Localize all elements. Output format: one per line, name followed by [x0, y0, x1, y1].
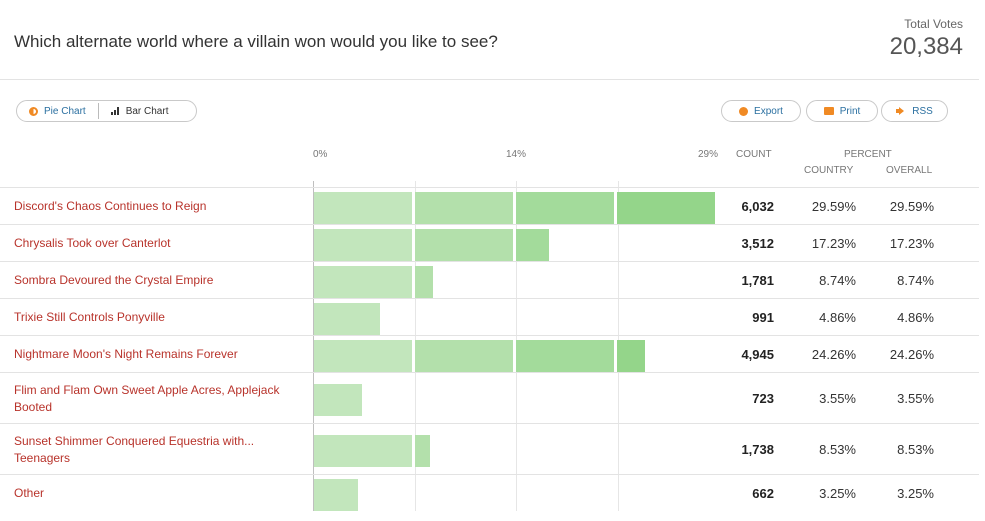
country-column-header: COUNTRY — [804, 165, 854, 176]
count-value: 991 — [752, 310, 774, 325]
chart-view-toggle: Pie Chart Bar Chart — [16, 100, 197, 122]
table-row: Sombra Devoured the Crystal Empire 1,781 8… — [0, 261, 979, 298]
count-value: 4,945 — [741, 347, 774, 362]
count-value: 723 — [752, 391, 774, 406]
bar-segment — [415, 228, 513, 261]
table-row: Discord's Chaos Continues to Reign 6,032 2… — [0, 187, 979, 224]
bar — [314, 265, 436, 298]
table-row: Other 662 3.25% 3.25% — [0, 474, 979, 511]
bar-chart-button[interactable]: Bar Chart — [99, 101, 181, 121]
export-icon — [739, 106, 749, 116]
print-icon — [823, 107, 834, 115]
bar-segment — [314, 302, 381, 335]
overall-percent-value: 3.55% — [897, 391, 934, 406]
country-percent-value: 17.23% — [811, 236, 856, 251]
table-row: Flim and Flam Own Sweet Apple Acres, App… — [0, 372, 979, 423]
grid-line — [313, 181, 314, 511]
category-label[interactable]: Nightmare Moon's Night Remains Forever — [14, 347, 238, 361]
category-label[interactable]: Flim and Flam Own Sweet Apple Acres, App… — [14, 382, 280, 414]
bar-segment — [415, 191, 513, 224]
rss-icon — [896, 107, 906, 115]
count-value: 3,512 — [741, 236, 774, 251]
table-row: Trixie Still Controls Ponyville 991 4.86% 4… — [0, 298, 979, 335]
overall-percent-value: 3.25% — [897, 486, 934, 501]
pie-chart-label: Pie Chart — [44, 105, 86, 117]
bar — [314, 302, 383, 335]
rss-label: RSS — [912, 105, 933, 117]
export-button[interactable]: Export — [721, 100, 801, 122]
bar-segment — [617, 339, 646, 372]
bar-segment — [314, 228, 412, 261]
bar-segment — [516, 228, 550, 261]
poll-question: Which alternate world where a villain wo… — [14, 32, 498, 51]
bar — [314, 191, 718, 224]
country-percent-value: 24.26% — [811, 347, 856, 362]
category-label[interactable]: Sunset Shimmer Conquered Equestria with.… — [14, 433, 255, 465]
table-row: Sunset Shimmer Conquered Equestria with.… — [0, 423, 979, 474]
bar — [314, 339, 648, 372]
count-value: 1,781 — [741, 273, 774, 288]
print-button[interactable]: Print — [806, 100, 878, 122]
overall-percent-value: 8.74% — [897, 273, 934, 288]
x-tick-label: 14% — [506, 149, 527, 160]
count-value: 1,738 — [741, 442, 774, 457]
x-tick-label: 29% — [698, 149, 719, 160]
category-label[interactable]: Trixie Still Controls Ponyville — [14, 310, 165, 324]
country-percent-value: 3.25% — [819, 486, 856, 501]
country-percent-value: 4.86% — [819, 310, 856, 325]
x-tick-label: 0% — [313, 149, 328, 160]
bar-segment — [314, 383, 363, 416]
count-value: 6,032 — [741, 199, 774, 214]
overall-percent-value: 4.86% — [897, 310, 934, 325]
bar — [314, 383, 365, 416]
category-label[interactable]: Sombra Devoured the Crystal Empire — [14, 273, 214, 287]
pie-chart-button[interactable]: Pie Chart — [17, 101, 98, 121]
bar-segment — [314, 191, 412, 224]
category-label[interactable]: Discord's Chaos Continues to Reign — [14, 199, 207, 213]
poll-header: Which alternate world where a villain wo… — [0, 0, 979, 80]
category-label[interactable]: Chrysalis Took over Canterlot — [14, 236, 171, 250]
bar-segment — [516, 339, 614, 372]
total-votes-label: Total Votes — [904, 17, 963, 31]
country-percent-value: 29.59% — [811, 199, 856, 214]
category-label[interactable]: Other — [14, 486, 45, 500]
bar-segment — [314, 478, 359, 511]
rss-button[interactable]: RSS — [881, 100, 948, 122]
overall-percent-value: 24.26% — [889, 347, 934, 362]
bar-segment — [516, 191, 614, 224]
bar — [314, 478, 361, 511]
overall-column-header: OVERALL — [886, 165, 933, 176]
table-row: Chrysalis Took over Canterlot 3,512 17.23%… — [0, 224, 979, 261]
bar-segment — [415, 339, 513, 372]
bar-segment — [415, 265, 434, 298]
bar-chart-icon — [110, 107, 120, 115]
table-row: Nightmare Moon's Night Remains Forever 4,… — [0, 335, 979, 372]
pie-chart-icon — [29, 106, 38, 116]
country-percent-value: 3.55% — [819, 391, 856, 406]
total-votes-value: 20,384 — [889, 33, 963, 60]
bar-segment — [415, 434, 431, 467]
toggle-divider — [97, 103, 99, 119]
overall-percent-value: 8.53% — [897, 442, 934, 457]
count-value: 662 — [752, 486, 774, 501]
bar — [314, 228, 552, 261]
bar-segment — [617, 191, 715, 224]
count-column-header: COUNT — [736, 149, 772, 160]
print-label: Print — [839, 105, 861, 117]
export-label: Export — [754, 105, 783, 117]
bar-segment — [314, 339, 412, 372]
country-percent-value: 8.53% — [819, 442, 856, 457]
percent-column-header: PERCENT — [844, 149, 892, 160]
bar-chart-label: Bar Chart — [125, 105, 169, 117]
country-percent-value: 8.74% — [819, 273, 856, 288]
bar-segment — [314, 265, 412, 298]
bar-segment — [314, 434, 412, 467]
bar — [314, 434, 433, 467]
overall-percent-value: 17.23% — [889, 236, 934, 251]
overall-percent-value: 29.59% — [889, 199, 934, 214]
